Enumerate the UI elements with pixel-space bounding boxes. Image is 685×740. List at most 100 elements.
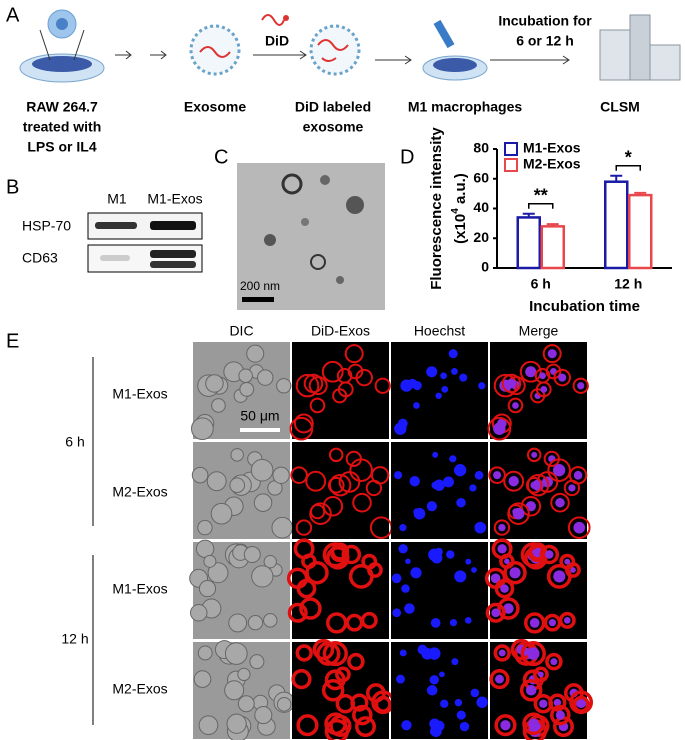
nucleus — [399, 523, 407, 532]
nucleus — [448, 349, 458, 359]
nucleus — [394, 422, 407, 435]
cell — [494, 578, 515, 599]
nucleus — [555, 497, 565, 508]
nucleus — [407, 378, 418, 389]
cell — [322, 640, 348, 667]
cell — [250, 458, 274, 482]
cell — [507, 397, 524, 414]
nucleus — [539, 699, 548, 708]
nucleus — [568, 484, 576, 492]
cell — [287, 602, 308, 623]
cell — [191, 417, 214, 441]
cell — [321, 679, 345, 702]
cell — [338, 471, 361, 493]
y-tick-label: 60 — [473, 169, 489, 185]
significance: ** — [534, 185, 548, 205]
cell — [198, 580, 217, 598]
label: CLSM — [600, 99, 640, 115]
image-bg — [292, 342, 389, 439]
cell — [503, 561, 527, 585]
legend-label: M1-Exos — [523, 140, 581, 156]
cell — [519, 679, 543, 702]
cell — [296, 714, 319, 737]
cell — [296, 578, 317, 599]
column-header: DIC — [229, 323, 253, 339]
unit-sup: 4 — [450, 208, 461, 214]
error-bar — [610, 174, 623, 182]
cell — [247, 615, 264, 631]
cell — [374, 377, 391, 394]
bar — [604, 180, 629, 270]
cell — [210, 502, 233, 525]
cell — [211, 398, 226, 413]
group-label: M2-Exos — [112, 484, 167, 500]
legend-swatch — [504, 158, 518, 172]
legend-label: M2-Exos — [523, 156, 581, 172]
label: Incubation for — [498, 13, 592, 29]
nucleus — [547, 349, 557, 359]
cell — [527, 543, 548, 563]
label: treated with — [23, 119, 102, 135]
nucleus — [465, 558, 472, 565]
nucleus — [417, 644, 428, 655]
nucleus — [504, 558, 510, 565]
micrograph — [391, 542, 488, 639]
cell — [305, 561, 329, 585]
cell — [197, 519, 213, 536]
cell — [324, 718, 350, 740]
nucleus — [451, 658, 459, 666]
cell — [539, 544, 560, 565]
nucleus — [451, 368, 458, 375]
nucleus — [429, 675, 439, 685]
cell — [542, 344, 562, 364]
cell — [355, 716, 376, 738]
nucleus — [570, 567, 576, 573]
nucleus — [413, 402, 420, 409]
nucleus — [573, 470, 583, 480]
cell — [335, 694, 355, 714]
cell — [487, 416, 512, 441]
cell — [299, 597, 322, 620]
micrograph — [487, 342, 589, 441]
cell — [276, 378, 292, 394]
cell — [526, 473, 550, 497]
cell — [271, 516, 294, 539]
cell — [193, 670, 212, 688]
nucleus — [538, 671, 544, 678]
micrograph — [484, 538, 587, 639]
nucleus — [449, 619, 458, 627]
cell — [546, 563, 572, 589]
cell — [501, 373, 522, 394]
group-label: M1-Exos — [112, 386, 167, 402]
nucleus — [430, 618, 441, 628]
cell — [207, 562, 229, 584]
nucleus — [478, 382, 486, 390]
cell — [519, 360, 542, 383]
label: LPS or IL4 — [27, 139, 96, 155]
nucleus — [432, 451, 439, 458]
cell — [488, 466, 506, 484]
error-bar — [522, 212, 535, 218]
nucleus — [471, 567, 477, 573]
cell — [352, 492, 372, 513]
nucleus — [530, 481, 538, 489]
cell — [572, 377, 589, 394]
lane-label: M1-Exos — [147, 191, 202, 207]
schematic-icons — [19, 9, 681, 83]
cell — [205, 374, 224, 393]
nucleus — [498, 523, 506, 532]
nucleus — [441, 385, 449, 393]
cell — [254, 706, 273, 725]
cell — [568, 466, 588, 485]
cell — [335, 666, 351, 683]
column-header: DiD-Exos — [311, 323, 370, 339]
nucleus — [553, 570, 566, 583]
cell — [341, 544, 362, 565]
cell — [499, 553, 515, 570]
cell — [503, 470, 525, 492]
cell — [352, 704, 373, 726]
y-tick-label: 80 — [473, 140, 489, 156]
nucleus — [577, 700, 585, 708]
nucleus — [525, 366, 537, 378]
bar — [516, 216, 541, 270]
